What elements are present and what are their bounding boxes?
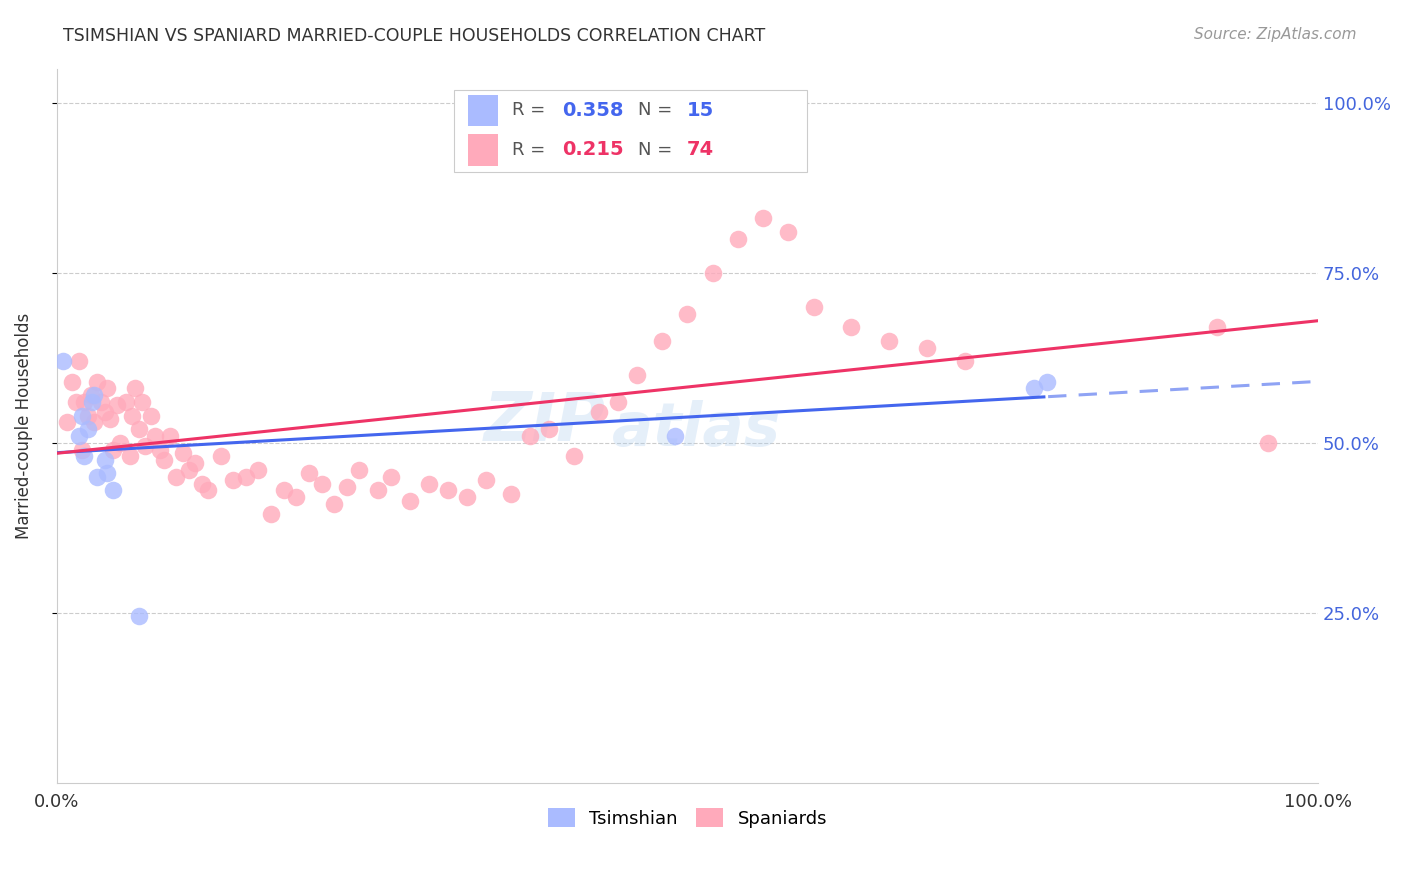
Point [336,480,359,494]
Point [285,490,308,504]
Point [197,483,219,498]
Point [877,334,900,348]
Point [65,395,87,409]
Point [55,416,77,430]
Point [86,375,108,389]
Point [190,476,212,491]
Point [86,470,108,484]
Point [664,429,686,443]
Point [83,416,105,430]
Point [222,473,245,487]
Point [588,405,610,419]
Text: TSIMSHIAN VS SPANIARD MARRIED-COUPLE HOUSEHOLDS CORRELATION CHART: TSIMSHIAN VS SPANIARD MARRIED-COUPLE HOU… [63,27,765,45]
Point [349,463,371,477]
Text: ZIP: ZIP [484,389,606,455]
Point [323,497,346,511]
Point [626,368,648,382]
Point [1024,381,1046,395]
Point [121,409,143,423]
Point [273,483,295,498]
Point [103,483,125,498]
Point [727,232,749,246]
Point [77,409,100,423]
Point [209,450,232,464]
Point [118,450,141,464]
Point [456,490,478,504]
Point [96,381,118,395]
Point [131,395,153,409]
Point [128,609,150,624]
Point [778,225,800,239]
Point [52,354,75,368]
Point [70,442,93,457]
Legend: Tsimshian, Spaniards: Tsimshian, Spaniards [540,801,834,835]
Point [134,439,156,453]
Point [172,446,194,460]
Point [1257,435,1279,450]
Point [149,442,172,457]
Point [519,429,541,443]
Point [83,388,105,402]
Point [436,483,458,498]
Point [96,467,118,481]
Point [159,429,181,443]
Point [67,429,90,443]
Text: Source: ZipAtlas.com: Source: ZipAtlas.com [1194,27,1357,42]
Point [124,381,146,395]
Point [474,473,496,487]
Point [418,476,440,491]
Point [398,493,420,508]
Point [537,422,560,436]
Point [103,442,125,457]
Point [67,354,90,368]
Point [651,334,673,348]
Point [108,435,131,450]
Point [79,388,101,402]
Point [367,483,389,498]
Point [298,467,321,481]
Point [70,409,93,423]
Point [128,422,150,436]
Point [1206,320,1229,334]
Point [93,452,115,467]
Point [311,476,333,491]
Y-axis label: Married-couple Households: Married-couple Households [15,313,32,539]
Point [98,412,121,426]
Point [166,470,188,484]
Point [235,470,257,484]
Point [499,487,522,501]
Point [105,398,128,412]
Text: atlas: atlas [612,400,780,458]
Point [562,450,585,464]
Point [60,375,83,389]
Point [93,405,115,419]
Point [260,508,283,522]
Point [247,463,270,477]
Point [915,341,938,355]
Point [380,470,402,484]
Point [803,300,825,314]
Point [1036,375,1059,389]
Point [80,395,103,409]
Point [73,450,96,464]
Point [177,463,200,477]
Point [143,429,166,443]
Point [77,422,100,436]
Point [702,266,724,280]
Point [841,320,863,334]
Point [115,395,138,409]
Point [73,395,96,409]
Point [953,354,976,368]
Point [607,395,630,409]
Point [153,452,176,467]
Point [90,395,112,409]
Point [676,306,699,320]
Point [141,409,163,423]
Point [752,211,775,226]
Point [184,456,207,470]
